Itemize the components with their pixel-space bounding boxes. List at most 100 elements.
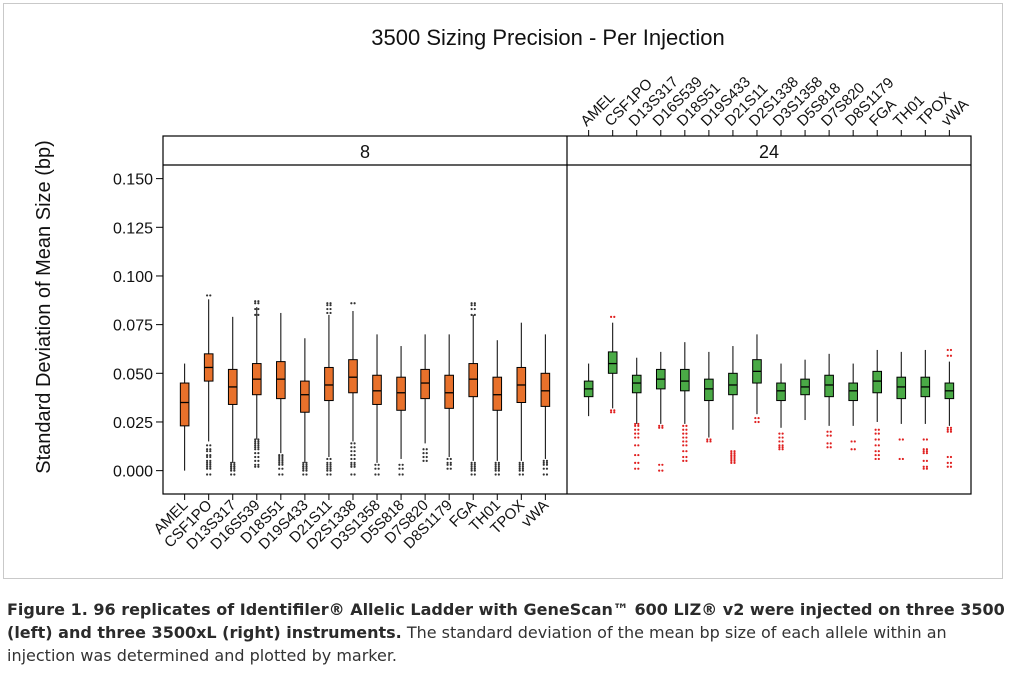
outlier-point: [778, 432, 781, 435]
outlier-point: [946, 348, 949, 352]
outlier-point: [685, 450, 688, 453]
outlier-point: [278, 455, 281, 459]
outlier-point: [733, 452, 736, 455]
outlier-point: [473, 463, 476, 466]
outlier-point: [374, 467, 377, 470]
outlier-point: [230, 465, 233, 468]
outlier-point: [733, 455, 736, 459]
outlier-point: [661, 426, 664, 429]
outlier-point: [946, 354, 949, 357]
outlier-point: [829, 446, 832, 449]
chart-title: 3500 Sizing Precision - Per Injection: [371, 25, 724, 50]
outlier-point: [682, 440, 685, 443]
box-D7S820: [420, 368, 430, 400]
outlier-point: [305, 473, 308, 476]
outlier-point: [922, 450, 925, 453]
outlier-point: [350, 450, 353, 453]
outlier-point: [377, 463, 380, 466]
outlier-point: [257, 455, 260, 459]
outlier-point: [230, 469, 233, 472]
outlier-point: [685, 459, 688, 463]
outlier-point: [685, 444, 688, 447]
outlier-point: [874, 438, 877, 441]
outlier-point: [850, 448, 853, 451]
outlier-point: [305, 467, 308, 470]
outlier-point: [706, 438, 709, 441]
outlier-point: [518, 461, 521, 464]
outlier-point: [470, 463, 473, 466]
outlier-point: [901, 457, 904, 461]
outlier-point: [446, 461, 449, 464]
box-D18S51: [680, 368, 690, 392]
outlier-point: [518, 473, 521, 476]
outlier-point: [205, 294, 209, 297]
outlier-point: [922, 459, 925, 463]
outlier-point: [613, 315, 616, 318]
outlier-point: [877, 438, 880, 441]
outlier-point: [350, 465, 353, 468]
outlier-point: [494, 467, 497, 470]
outlier-point: [829, 442, 832, 445]
y-tick-label: 0.000: [113, 464, 153, 481]
y-tick-label: 0.150: [113, 172, 153, 189]
outlier-point: [946, 455, 949, 459]
outlier-point: [518, 467, 521, 470]
outlier-point: [497, 469, 500, 472]
y-tick-label: 0.075: [113, 318, 153, 335]
outlier-point: [733, 459, 736, 463]
outlier-point: [925, 467, 929, 470]
outlier-point: [542, 463, 545, 466]
outlier-point: [634, 467, 637, 470]
outlier-point: [682, 459, 685, 463]
outlier-point: [494, 465, 497, 468]
box-D19S433: [300, 380, 310, 413]
outlier-point: [401, 467, 404, 470]
outlier-point: [230, 467, 233, 470]
outlier-point: [350, 446, 353, 449]
outlier-point: [233, 469, 236, 472]
figure-frame: [3, 3, 1003, 579]
outlier-point: [326, 457, 329, 461]
outlier-point: [877, 453, 880, 457]
outlier-point: [254, 446, 257, 449]
outlier-point: [302, 473, 305, 476]
outlier-point: [398, 473, 401, 476]
outlier-point: [209, 463, 212, 466]
outlier-point: [446, 463, 449, 466]
outlier-point: [949, 426, 953, 429]
outlier-point: [353, 453, 356, 457]
box-D21S11: [728, 372, 738, 396]
outlier-point: [829, 434, 832, 437]
outlier-point: [254, 300, 257, 303]
outlier-point: [634, 424, 637, 427]
outlier-point: [709, 438, 712, 441]
outlier-point: [257, 442, 260, 445]
outlier-point: [470, 304, 473, 307]
outlier-point: [281, 455, 284, 459]
outlier-point: [922, 452, 925, 455]
outlier-point: [257, 465, 260, 468]
outlier-point: [449, 467, 452, 470]
outlier-point: [473, 461, 476, 464]
outlier-point: [205, 461, 209, 464]
outlier-point: [254, 444, 257, 447]
outlier-point: [521, 467, 525, 470]
outlier-point: [877, 444, 880, 447]
outlier-point: [634, 428, 637, 431]
outlier-point: [257, 313, 260, 316]
outlier-point: [778, 436, 781, 439]
outlier-point: [494, 461, 497, 464]
outlier-point: [254, 459, 257, 463]
outlier-point: [353, 473, 356, 476]
x-tick-label-bottom: vWA: [518, 497, 552, 531]
outlier-point: [329, 311, 332, 315]
outlier-point: [425, 455, 428, 459]
outlier-point: [329, 302, 332, 305]
outlier-point: [470, 307, 473, 311]
outlier-point: [281, 473, 284, 476]
outlier-point: [709, 440, 712, 443]
outlier-point: [278, 453, 281, 457]
outlier-point: [682, 450, 685, 453]
outlier-point: [209, 461, 212, 464]
outlier-point: [946, 426, 949, 429]
